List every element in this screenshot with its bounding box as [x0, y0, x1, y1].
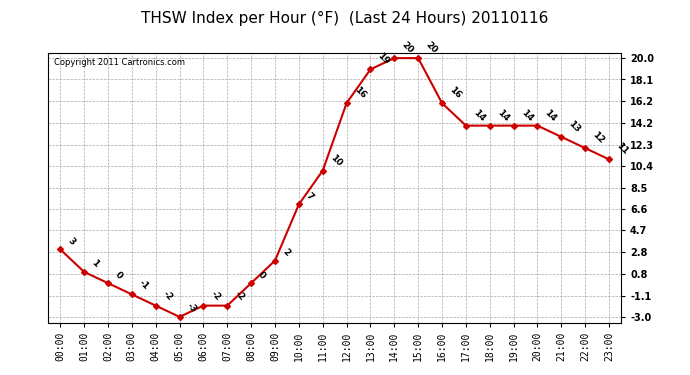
- Text: 14: 14: [471, 108, 486, 123]
- Text: 16: 16: [448, 85, 463, 100]
- Text: Copyright 2011 Cartronics.com: Copyright 2011 Cartronics.com: [54, 58, 185, 67]
- Text: 0: 0: [257, 270, 268, 280]
- Text: 12: 12: [591, 130, 606, 146]
- Text: -3: -3: [185, 301, 199, 314]
- Text: THSW Index per Hour (°F)  (Last 24 Hours) 20110116: THSW Index per Hour (°F) (Last 24 Hours)…: [141, 11, 549, 26]
- Text: 16: 16: [352, 85, 367, 100]
- Text: -2: -2: [209, 290, 222, 303]
- Text: 10: 10: [328, 153, 344, 168]
- Text: -2: -2: [161, 290, 175, 303]
- Text: 3: 3: [66, 236, 77, 247]
- Text: 19: 19: [376, 51, 391, 67]
- Text: 14: 14: [495, 108, 511, 123]
- Text: 13: 13: [567, 119, 582, 134]
- Text: 14: 14: [543, 108, 558, 123]
- Text: 14: 14: [519, 108, 535, 123]
- Text: -2: -2: [233, 290, 246, 303]
- Text: 7: 7: [304, 191, 315, 202]
- Text: 2: 2: [281, 247, 291, 258]
- Text: 20: 20: [400, 40, 415, 56]
- Text: -1: -1: [137, 278, 151, 292]
- Text: 0: 0: [114, 270, 124, 280]
- Text: 11: 11: [615, 141, 630, 157]
- Text: 20: 20: [424, 40, 439, 56]
- Text: 1: 1: [90, 258, 101, 269]
